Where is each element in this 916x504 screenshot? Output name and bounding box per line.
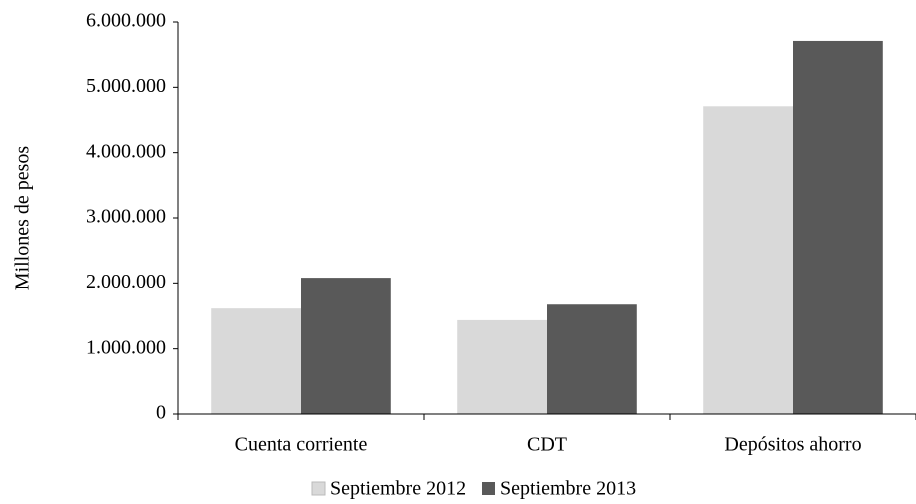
bar [457,319,547,414]
legend-label: Septiembre 2013 [500,478,636,500]
x-tick-label: Depósitos ahorro [724,434,861,456]
y-axis-label: Millones de pesos [12,146,34,291]
y-tick-label: 4.000.000 [86,140,166,162]
bar [211,308,301,414]
y-tick-label: 1.000.000 [86,336,166,358]
x-tick-label: Cuenta corriente [235,434,368,456]
x-tick-label: CDT [527,434,567,456]
y-tick-label: 6.000.000 [86,10,166,32]
y-tick-label: 2.000.000 [86,271,166,293]
bar [793,40,883,415]
legend-swatch [311,481,326,496]
bar [301,278,391,414]
bar [547,304,637,414]
legend-label: Septiembre 2012 [330,478,466,500]
legend-swatch [482,482,495,495]
y-tick-label: 5.000.000 [86,75,166,97]
y-tick-label: 0 [156,402,166,424]
bar [703,106,793,414]
y-tick-label: 3.000.000 [86,206,166,228]
